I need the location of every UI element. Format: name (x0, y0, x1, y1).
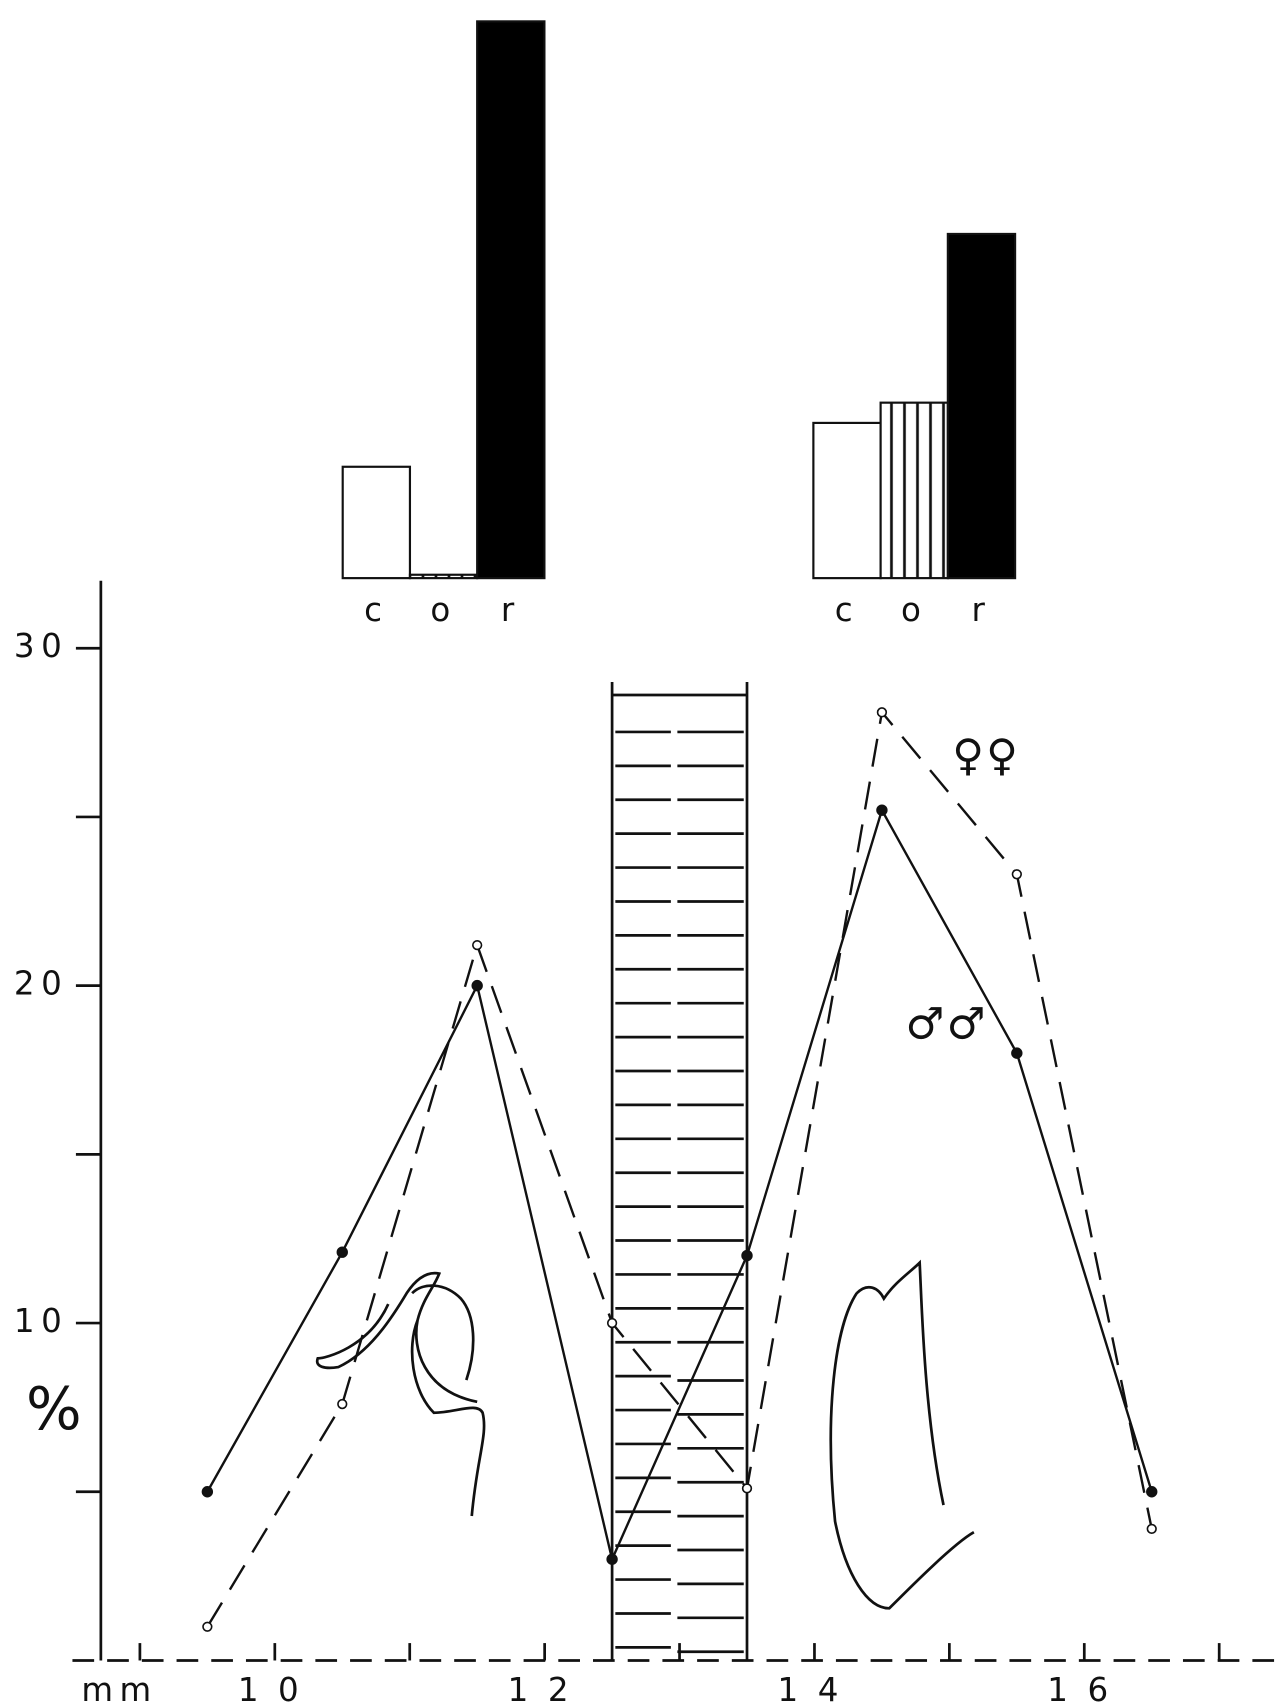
data-point (742, 1251, 752, 1261)
bar-category-label: c (835, 591, 859, 629)
series-line (207, 712, 1151, 1626)
series-label: ♂♂ (906, 999, 988, 1049)
x-tick-label: 16 (1047, 1671, 1127, 1704)
plot-root: 10 20 30 10 12 14 16 mm% ♂♂ ♀♀ c o r c o r (14, 21, 1284, 1704)
x-tick-label: 12 (508, 1671, 588, 1704)
y-tick-label: 20 (14, 965, 68, 1003)
y-tick-label: 30 (14, 627, 68, 665)
data-point (1012, 870, 1021, 879)
data-point (473, 941, 482, 950)
data-point (743, 1484, 752, 1493)
data-point (202, 1487, 212, 1497)
data-point (1012, 1048, 1022, 1058)
bar-category-label: c (364, 591, 388, 629)
data-point (1147, 1487, 1157, 1497)
bar-category-label: o (901, 591, 927, 629)
bar-category-label: r (501, 591, 521, 629)
data-point (338, 1400, 347, 1409)
series-label: ♀♀ (952, 731, 1020, 781)
bar (948, 234, 1015, 578)
series-line (207, 810, 1151, 1559)
drawing (831, 1263, 974, 1609)
bar (477, 21, 544, 578)
bar-category-label: o (430, 591, 456, 629)
drawing (317, 1273, 484, 1516)
data-point (472, 981, 482, 991)
bar (881, 403, 948, 578)
x-axis-label: mm (81, 1671, 157, 1704)
data-point (337, 1247, 347, 1257)
bar (410, 575, 477, 578)
data-point (607, 1554, 617, 1564)
data-point (878, 708, 887, 717)
x-tick-label: 10 (238, 1671, 318, 1704)
y-tick-label: 10 (14, 1302, 68, 1340)
x-tick-label: 14 (778, 1671, 858, 1704)
bar (813, 423, 880, 578)
data-point (608, 1319, 617, 1328)
data-point (877, 805, 887, 815)
data-point (203, 1622, 212, 1631)
bar (343, 467, 410, 578)
bar-category-label: r (972, 591, 992, 629)
data-point (1147, 1525, 1156, 1534)
y-axis-label: % (26, 1375, 82, 1443)
figure: 10 20 30 10 12 14 16 mm% ♂♂ ♀♀ c o r c o r (0, 0, 1284, 1704)
